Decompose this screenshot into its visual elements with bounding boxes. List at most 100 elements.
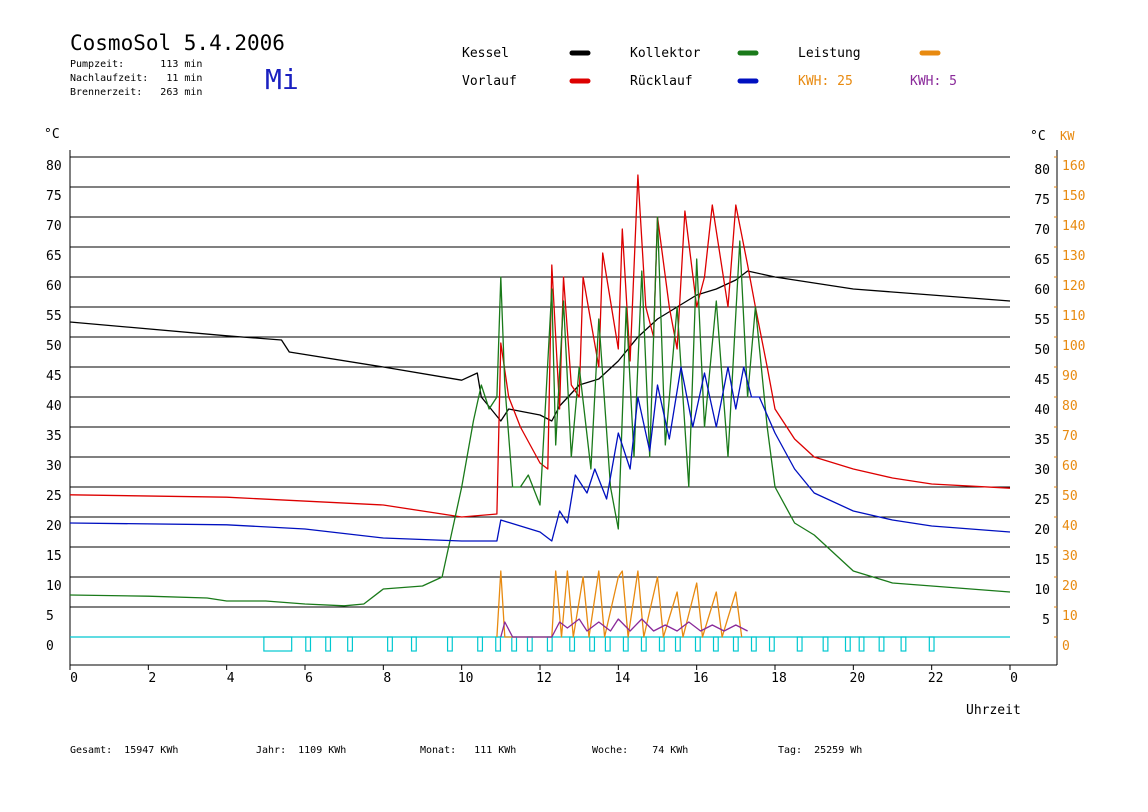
y-right-tick-label: 55	[1034, 313, 1050, 328]
y-tick-label: 70	[46, 219, 62, 234]
x-axis-label: Uhrzeit	[966, 703, 1021, 718]
pulse	[589, 636, 596, 652]
y-tick-label: 15	[46, 549, 62, 564]
pulse	[928, 636, 935, 652]
footer-stat: Jahr: 1109 KWh	[256, 745, 346, 756]
kwh-label: KWH: 5	[910, 74, 957, 89]
y-right-tick-label: 35	[1034, 433, 1050, 448]
y-right-tick-label: 5	[1042, 613, 1050, 628]
y2-tick-label: 10	[1062, 609, 1078, 624]
y2-tick-label: 130	[1062, 249, 1085, 264]
y-right-tick-label: 10	[1034, 583, 1050, 598]
y-tick-label: 75	[46, 189, 62, 204]
y2-tick-label: 110	[1062, 309, 1085, 324]
chart-title: CosmoSol 5.4.2006	[70, 31, 285, 55]
y-axis-label: °C	[44, 127, 60, 142]
y-right-tick-label: 80	[1034, 163, 1050, 178]
legend-label: Rücklauf	[630, 74, 693, 89]
series-line	[500, 618, 748, 638]
kwh-label: KWH: 25	[798, 74, 853, 89]
y-right-tick-label: 50	[1034, 343, 1050, 358]
pulse	[569, 636, 576, 652]
info: Brennerzeit: 263 min	[70, 87, 202, 98]
legend-label: Kessel	[462, 46, 509, 61]
y2-tick-label: 150	[1062, 189, 1085, 204]
y-tick-label: 45	[46, 369, 62, 384]
x-tick-label: 0	[1010, 671, 1018, 686]
x-tick-label: 20	[850, 671, 866, 686]
x-tick-label: 22	[928, 671, 944, 686]
x-tick-label: 2	[148, 671, 156, 686]
y-right-tick-label: 25	[1034, 493, 1050, 508]
y2-tick-label: 60	[1062, 459, 1078, 474]
y-tick-label: 10	[46, 579, 62, 594]
pulse	[387, 636, 393, 652]
pulse	[844, 636, 851, 652]
pulse	[858, 636, 865, 652]
series-line	[69, 174, 1011, 518]
pulse	[495, 636, 502, 652]
pulse	[622, 636, 629, 652]
y-tick-label: 65	[46, 249, 62, 264]
y2-tick-label: 120	[1062, 279, 1085, 294]
pulse	[796, 636, 803, 652]
series-line	[69, 216, 1011, 607]
x-tick-label: 0	[70, 671, 78, 686]
pulse	[822, 636, 829, 652]
pulse	[900, 636, 907, 652]
pulse	[878, 636, 885, 652]
series-line	[69, 366, 1011, 542]
y-tick-label: 0	[46, 639, 54, 654]
y2-tick-label: 90	[1062, 369, 1078, 384]
pulse	[347, 636, 353, 652]
y2-tick-label: 80	[1062, 399, 1078, 414]
footer-stat: Monat: 111 KWh	[420, 745, 516, 756]
y2-tick-label: 140	[1062, 219, 1085, 234]
y-right-tick-label: 70	[1034, 223, 1050, 238]
pulse	[446, 636, 453, 652]
y-tick-label: 20	[46, 519, 62, 534]
x-tick-label: 8	[383, 671, 391, 686]
y-right-tick-label: 45	[1034, 373, 1050, 388]
pulse	[263, 636, 293, 652]
info: Pumpzeit: 113 min	[70, 59, 202, 70]
x-tick-label: 18	[771, 671, 787, 686]
y2-tick-label: 20	[1062, 579, 1078, 594]
pulse	[750, 636, 757, 652]
y-tick-label: 5	[46, 609, 54, 624]
pulse	[694, 636, 701, 652]
series-line	[496, 570, 743, 638]
x-tick-label: 6	[305, 671, 313, 686]
info: Nachlaufzeit: 11 min	[70, 73, 202, 84]
y2-tick-label: 50	[1062, 489, 1078, 504]
x-tick-label: 4	[227, 671, 235, 686]
pulse	[477, 636, 484, 652]
y-right-tick-label: 30	[1034, 463, 1050, 478]
y2-axis-label: °C	[1030, 129, 1046, 144]
x-tick-label: 12	[536, 671, 552, 686]
pulse	[604, 636, 611, 652]
y-tick-label: 40	[46, 399, 62, 414]
footer-stat: Tag: 25259 Wh	[778, 745, 862, 756]
y-right-tick-label: 40	[1034, 403, 1050, 418]
x-tick-label: 10	[458, 671, 474, 686]
y-tick-label: 35	[46, 429, 62, 444]
legend-label: Kollektor	[630, 46, 701, 61]
pulse	[305, 636, 312, 652]
pulse	[325, 636, 332, 652]
y2-tick-label: 40	[1062, 519, 1078, 534]
y-right-tick-label: 75	[1034, 193, 1050, 208]
y2-tick-label: 160	[1062, 159, 1085, 174]
y-tick-label: 60	[46, 279, 62, 294]
pulse	[410, 636, 417, 652]
y2-tick-label: 70	[1062, 429, 1078, 444]
y-tick-label: 55	[46, 309, 62, 324]
y-right-tick-label: 15	[1034, 553, 1050, 568]
pulse	[768, 636, 775, 652]
pulse	[674, 636, 681, 652]
weekday: Mi	[265, 63, 299, 96]
pulse	[712, 636, 719, 652]
pulse	[732, 636, 739, 652]
